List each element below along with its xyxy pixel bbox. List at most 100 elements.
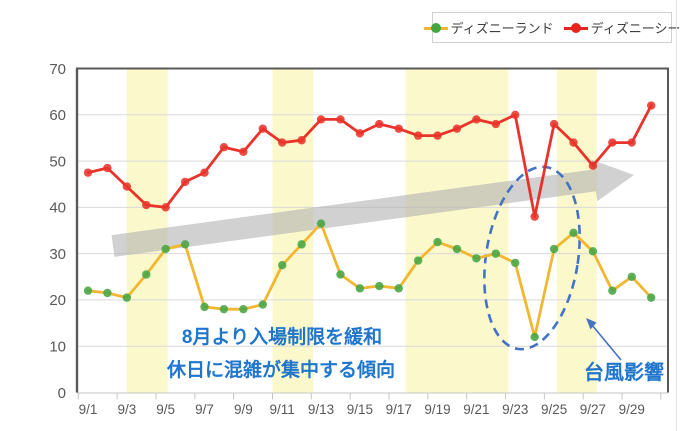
data-point [336, 270, 345, 279]
axis-tick-label: 9/11 [270, 402, 295, 417]
data-point [413, 256, 423, 265]
data-point [219, 142, 229, 152]
series-disneyland [83, 219, 656, 342]
axis-tick-label: 9/17 [386, 402, 412, 417]
data-point [258, 300, 267, 309]
data-point [530, 212, 539, 221]
annotation-easing-text: 8月より入場制限を緩和 [181, 327, 383, 348]
data-point [588, 247, 598, 256]
data-point [491, 119, 501, 129]
data-point [83, 286, 93, 295]
data-point [511, 258, 520, 268]
data-point [569, 228, 578, 238]
data-point [491, 249, 501, 258]
data-point [627, 138, 636, 147]
axis-tick-label: 9/7 [195, 402, 214, 417]
data-point [472, 115, 481, 124]
legend-marker-icon [563, 22, 588, 33]
annotation-weekend-text: 休日に混雑が集中する傾向 [166, 360, 395, 381]
data-point [122, 293, 132, 302]
data-point [103, 163, 112, 173]
axis-tick-label: 70 [49, 61, 66, 78]
data-point [549, 244, 559, 254]
axis-tick-label: 0 [58, 385, 66, 402]
data-point [549, 119, 559, 129]
axis-tick-label: 9/1 [79, 402, 98, 417]
sheet-edge-line [676, 0, 677, 431]
axis-tick-label: 9/13 [308, 402, 334, 417]
data-point [122, 182, 132, 191]
data-point [627, 272, 636, 281]
axis-tick-label: 9/15 [347, 402, 373, 417]
data-point [316, 115, 326, 124]
axis-tick-label: 10 [49, 339, 66, 356]
data-point [646, 293, 656, 302]
data-point [278, 138, 287, 147]
typhoon-pointer-arrow [586, 318, 622, 361]
axis-tick-label: 20 [49, 292, 66, 309]
series-disneysea [83, 101, 656, 221]
axis-labels: 0 10 20 30 40 50 60 70 9/1 9/3 9/5 9/7 9/9 9/11 9/13 9/… [49, 61, 645, 417]
data-point [161, 203, 170, 212]
axis-tick-label: 9/27 [580, 402, 606, 417]
data-point [200, 302, 209, 312]
data-point [83, 168, 93, 177]
axis-tick-label: 50 [49, 153, 66, 170]
data-point [142, 270, 151, 279]
axis-tick-label: 9/23 [502, 402, 528, 417]
data-point [646, 101, 656, 110]
data-point [511, 110, 520, 119]
data-point [413, 131, 423, 140]
data-point [297, 240, 306, 249]
data-point [278, 261, 287, 270]
data-point [588, 161, 598, 170]
data-point [219, 304, 229, 314]
data-point [103, 288, 112, 298]
axis-tick-label: 9/9 [234, 402, 253, 417]
data-point [180, 240, 190, 249]
data-point [452, 244, 462, 254]
legend-entry-disneysea: ディズニーシー [563, 18, 681, 37]
axis-tick-label: 60 [49, 107, 66, 124]
data-point [239, 304, 248, 314]
data-point [530, 332, 539, 342]
data-point [472, 254, 481, 263]
axis-tick-label: 9/21 [463, 402, 489, 417]
legend-entry-disneyland: ディズニーランド [423, 18, 554, 37]
data-point [394, 124, 403, 133]
gridlines [77, 114, 668, 400]
legend-label: ディズニーシー [590, 21, 681, 36]
data-point [608, 286, 617, 295]
data-point [433, 131, 442, 140]
data-point [375, 281, 384, 291]
annotation-typhoon-text: 台風影響 [584, 362, 664, 384]
data-point [433, 237, 442, 247]
data-point [161, 244, 170, 254]
data-point [355, 129, 365, 138]
axis-tick-label: 30 [49, 246, 66, 263]
data-point [375, 119, 384, 129]
legend: ディズニーランド ディズニーシー [423, 12, 680, 43]
data-point [142, 200, 151, 210]
axis-tick-label: 40 [49, 200, 66, 217]
data-point [355, 284, 365, 293]
plot-border [75, 67, 669, 393]
data-point [452, 124, 462, 133]
data-point [569, 138, 578, 147]
data-point [239, 147, 248, 157]
axis-tick-label: 9/29 [619, 402, 645, 417]
data-point [297, 136, 306, 145]
axis-tick-label: 9/19 [424, 402, 450, 417]
legend-marker-icon [423, 22, 448, 33]
data-point [394, 284, 403, 293]
legend-label: ディズニーランド [450, 21, 554, 36]
trend-arrow [111, 159, 634, 257]
data-point [258, 124, 267, 133]
data-point [200, 168, 209, 177]
data-point [336, 115, 345, 124]
axis-tick-label: 9/25 [541, 402, 567, 417]
series-line [86, 104, 653, 219]
data-point [180, 177, 190, 187]
